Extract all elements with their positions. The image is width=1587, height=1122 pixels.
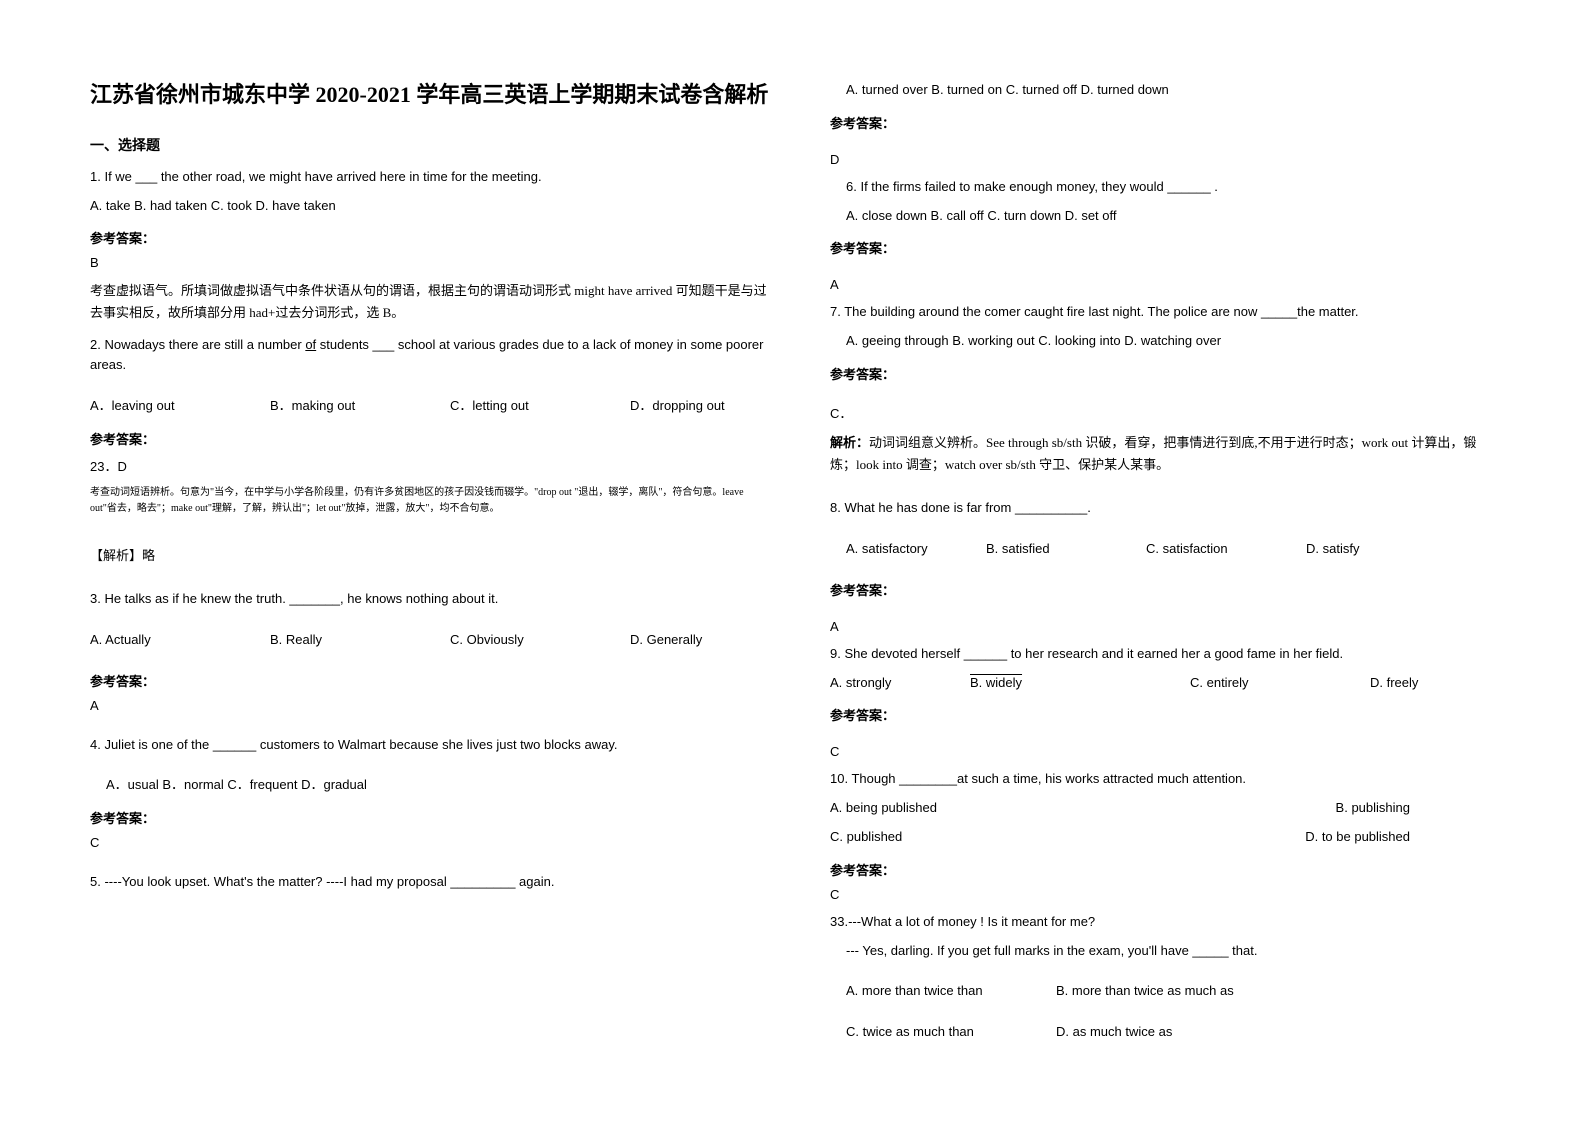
q6-text: 6. If the firms failed to make enough mo… — [846, 177, 1497, 198]
q10-answer-label: 参考答案： — [830, 860, 1497, 879]
left-column: 江苏省徐州市城东中学 2020-2021 学年高三英语上学期期末试卷含解析 一、… — [90, 80, 770, 1042]
q3-options: A. Actually B. Really C. Obviously D. Ge… — [90, 630, 770, 651]
q2-answer-label: 参考答案： — [90, 429, 770, 448]
q9-opt-d: D. freely — [1370, 673, 1418, 694]
section-header: 一、选择题 — [90, 135, 770, 155]
right-column: A. turned over B. turned on C. turned of… — [830, 80, 1497, 1042]
q8-opt-d: D. satisfy — [1306, 539, 1446, 560]
q2-opt-a: A．leaving out — [90, 396, 270, 417]
q9-opt-b: B. widely — [970, 673, 1190, 694]
q1-options: A. take B. had taken C. took D. have tak… — [90, 196, 770, 217]
q2-explain2: 【解析】略 — [90, 545, 770, 567]
q2-explain: 考查动词短语辨析。句意为"当今，在中学与小学各阶段里，仍有许多贫困地区的孩子因没… — [90, 485, 770, 517]
q11-opt-c: C. twice as much than — [846, 1022, 1056, 1043]
q2-opt-c: C．letting out — [450, 396, 630, 417]
q8-options: A. satisfactory B. satisfied C. satisfac… — [846, 539, 1497, 560]
q7-explain-text: 动词词组意义辨析。See through sb/sth 识破，看穿，把事情进行到… — [830, 435, 1476, 472]
q9-answer: C — [830, 744, 1497, 759]
q2-opt-b: B．making out — [270, 396, 450, 417]
q10-opt-d: D. to be published — [1305, 827, 1410, 848]
q11-options-row2: C. twice as much than D. as much twice a… — [846, 1022, 1497, 1043]
q8-answer: A — [830, 619, 1497, 634]
q8-opt-a: A. satisfactory — [846, 539, 986, 560]
q7-explain: 解析：动词词组意义辨析。See through sb/sth 识破，看穿，把事情… — [830, 432, 1497, 476]
q4-options: A．usual B．normal C．frequent D．gradual — [106, 775, 770, 796]
q8-answer-label: 参考答案： — [830, 580, 1497, 599]
q7-answer: C． — [830, 403, 1497, 422]
q9-options: A. strongly B. widely C. entirely D. fre… — [830, 673, 1497, 694]
document-title: 江苏省徐州市城东中学 2020-2021 学年高三英语上学期期末试卷含解析 — [90, 80, 770, 111]
q3-opt-b: B. Really — [270, 630, 450, 651]
q5-options: A. turned over B. turned on C. turned of… — [846, 80, 1497, 101]
q3-answer-label: 参考答案： — [90, 671, 770, 690]
q1-answer-label: 参考答案： — [90, 228, 770, 247]
q11-opt-a: A. more than twice than — [846, 981, 1056, 1002]
q11-opt-d: D. as much twice as — [1056, 1022, 1172, 1043]
q1-text: 1. If we ___ the other road, we might ha… — [90, 167, 770, 188]
q7-answer-label: 参考答案： — [830, 364, 1497, 383]
q7-options: A. geeing through B. working out C. look… — [846, 331, 1497, 352]
q4-text: 4. Juliet is one of the ______ customers… — [90, 735, 770, 756]
q1-explain: 考查虚拟语气。所填词做虚拟语气中条件状语从句的谓语，根据主句的谓语动词形式 mi… — [90, 280, 770, 324]
q9-text: 9. She devoted herself ______ to her res… — [830, 644, 1497, 665]
q2-of: of — [305, 337, 316, 352]
q5-answer-label: 参考答案： — [830, 113, 1497, 132]
q6-answer: A — [830, 277, 1497, 292]
q4-answer-label: 参考答案： — [90, 808, 770, 827]
q7-text: 7. The building around the comer caught … — [830, 302, 1497, 323]
q3-answer: A — [90, 698, 770, 713]
q10-opt-c: C. published — [830, 827, 902, 848]
q11-text2: --- Yes, darling. If you get full marks … — [846, 941, 1497, 962]
q10-options-row1: A. being published B. publishing — [830, 798, 1410, 819]
q8-text: 8. What he has done is far from ________… — [830, 498, 1497, 519]
q2-text: 2. Nowadays there are still a number of … — [90, 335, 770, 377]
q3-opt-c: C. Obviously — [450, 630, 630, 651]
q4-answer: C — [90, 835, 770, 850]
q11-options-row1: A. more than twice than B. more than twi… — [846, 981, 1497, 1002]
q2-opt-d: D．dropping out — [630, 396, 770, 417]
q8-opt-b: B. satisfied — [986, 539, 1146, 560]
q11-text: 33.---What a lot of money ! Is it meant … — [830, 912, 1497, 933]
q10-opt-b: B. publishing — [1336, 798, 1410, 819]
q9-answer-label: 参考答案： — [830, 705, 1497, 724]
q6-answer-label: 参考答案： — [830, 238, 1497, 257]
q3-opt-d: D. Generally — [630, 630, 770, 651]
q6-options: A. close down B. call off C. turn down D… — [846, 206, 1497, 227]
q10-text: 10. Though ________at such a time, his w… — [830, 769, 1497, 790]
q3-text: 3. He talks as if he knew the truth. ___… — [90, 589, 770, 610]
q11-opt-b: B. more than twice as much as — [1056, 981, 1234, 1002]
q2-options: A．leaving out B．making out C．letting out… — [90, 396, 770, 417]
q10-options-row2: C. published D. to be published — [830, 827, 1410, 848]
q2-answer: 23．D — [90, 456, 770, 475]
q7-explain-bold: 解析： — [830, 435, 869, 450]
q1-answer: B — [90, 255, 770, 270]
q2-text-pre: 2. Nowadays there are still a number — [90, 337, 305, 352]
q10-opt-a: A. being published — [830, 798, 937, 819]
q5-text: 5. ----You look upset. What's the matter… — [90, 872, 770, 893]
q5-answer: D — [830, 152, 1497, 167]
q9-opt-c: C. entirely — [1190, 673, 1370, 694]
q9-opt-a: A. strongly — [830, 673, 970, 694]
q10-answer: C — [830, 887, 1497, 902]
q3-opt-a: A. Actually — [90, 630, 270, 651]
q8-opt-c: C. satisfaction — [1146, 539, 1306, 560]
